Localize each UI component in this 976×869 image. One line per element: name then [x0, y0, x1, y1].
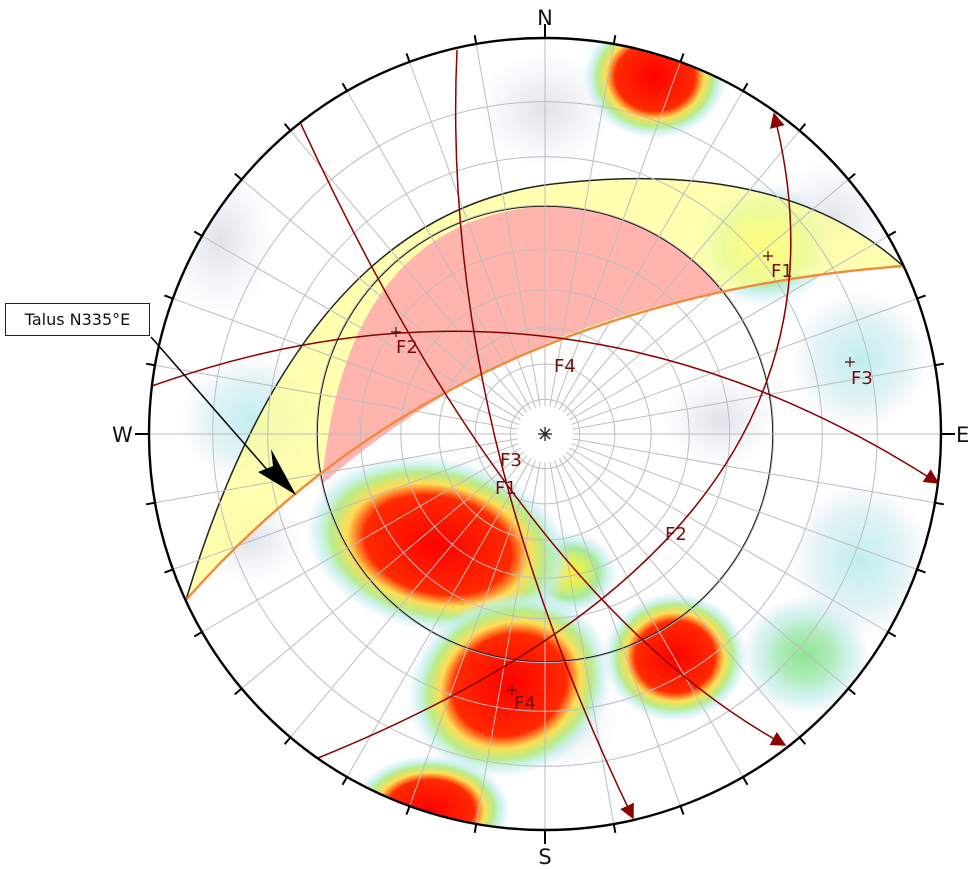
- pole-markers: [391, 251, 855, 695]
- compass-west: W: [112, 423, 133, 447]
- critical-zone: [322, 206, 724, 484]
- compass-north: N: [537, 6, 553, 30]
- azimuth-tick: [934, 362, 945, 367]
- azimuth-tick: [193, 631, 203, 638]
- label-f2-pole: F2: [396, 337, 418, 358]
- azimuth-tick: [679, 805, 685, 815]
- grid-radial-line: [566, 179, 849, 417]
- azimuth-tick: [341, 776, 348, 786]
- label-f1-intersection: F1: [495, 478, 517, 499]
- grid-radial-line: [549, 43, 615, 407]
- azimuth-tick: [679, 53, 685, 63]
- grid-radial-line: [549, 461, 615, 825]
- grid-radial-line: [346, 90, 532, 411]
- great-circle-f4: [151, 330, 940, 484]
- great-circle-f1: [317, 112, 792, 759]
- compass-south: S: [538, 845, 551, 869]
- azimuth-tick: [612, 823, 617, 834]
- azimuth-tick: [341, 82, 348, 92]
- azimuth-tick: [283, 736, 292, 745]
- grid-radial-line: [154, 438, 518, 504]
- azimuth-tick: [193, 230, 203, 237]
- label-f4-pole: F4: [514, 693, 536, 714]
- label-f4-trace: F4: [554, 356, 576, 377]
- grid-radial-line: [201, 235, 522, 421]
- azimuth-tick: [612, 34, 617, 45]
- azimuth-tick: [473, 823, 478, 834]
- grid-radial-line: [568, 447, 889, 633]
- grid-radial-line: [572, 438, 936, 504]
- center-cross: [538, 427, 552, 441]
- azimuth-tick: [234, 172, 243, 181]
- great-circle-f3: [454, 49, 634, 820]
- grid-radial-line: [346, 457, 532, 778]
- grid-radial-line: [172, 443, 519, 570]
- grid-radial-line: [475, 43, 541, 407]
- grid-radial-line: [571, 443, 918, 570]
- grid-radial-line: [562, 130, 800, 413]
- grid-radial-line: [475, 461, 541, 825]
- grid-radial-line: [409, 460, 536, 807]
- azimuth-tick: [742, 776, 749, 786]
- azimuth-tick: [405, 805, 411, 815]
- azimuth-tick: [798, 123, 807, 132]
- grid-radial-line: [201, 447, 522, 633]
- grid-radial-line: [409, 61, 536, 408]
- azimuth-tick: [934, 501, 945, 506]
- slope-label: Talus N335°E: [5, 303, 150, 336]
- projection-grid: [149, 38, 941, 830]
- great-circle-f2: [299, 121, 787, 746]
- azimuth-tick: [916, 568, 926, 574]
- grid-radial-line: [558, 457, 744, 778]
- discontinuity-great-circles: [151, 49, 940, 820]
- grid-radial-line: [241, 451, 524, 689]
- grid-radial-line: [572, 364, 936, 430]
- grid-radial-line: [568, 235, 889, 421]
- label-f3-pole: F3: [851, 368, 873, 389]
- azimuth-tick: [473, 34, 478, 45]
- azimuth-tick: [847, 172, 856, 181]
- grid-radial-line: [554, 61, 681, 408]
- label-f3-intersection: F3: [500, 450, 522, 471]
- label-f1-pole: F1: [771, 261, 793, 282]
- azimuth-tick: [405, 53, 411, 63]
- azimuth-tick: [164, 568, 174, 574]
- grid-radial-line: [290, 455, 528, 738]
- pole-marker-f2: [391, 327, 401, 337]
- grid-radial-line: [558, 90, 744, 411]
- azimuth-tick: [887, 631, 897, 638]
- azimuth-tick: [916, 294, 926, 300]
- pole-marker-f4: [507, 685, 517, 695]
- pole-marker-f3: [845, 357, 855, 367]
- azimuth-tick: [887, 230, 897, 237]
- azimuth-tick: [145, 362, 156, 367]
- grid-radial-line: [172, 298, 519, 425]
- grid-radial-line: [290, 130, 528, 413]
- azimuth-tick: [283, 123, 292, 132]
- azimuth-tick: [164, 294, 174, 300]
- compass-east: E: [956, 423, 969, 447]
- azimuth-tick: [145, 501, 156, 506]
- label-f2-trace: F2: [665, 524, 687, 545]
- grid-radial-line: [571, 298, 918, 425]
- grid-radial-line: [554, 460, 681, 807]
- slope-face-great-circle: [185, 264, 904, 601]
- azimuth-tick: [847, 687, 856, 696]
- pole-marker-f1: [763, 251, 773, 261]
- azimuth-ticks: [135, 24, 955, 844]
- grid-radial-line: [154, 364, 518, 430]
- slope-direction-arrow: [150, 336, 296, 495]
- azimuth-tick: [798, 736, 807, 745]
- grid-radial-line: [562, 455, 800, 738]
- grid-radial-line: [566, 451, 849, 689]
- azimuth-tick: [234, 687, 243, 696]
- azimuth-tick: [742, 82, 749, 92]
